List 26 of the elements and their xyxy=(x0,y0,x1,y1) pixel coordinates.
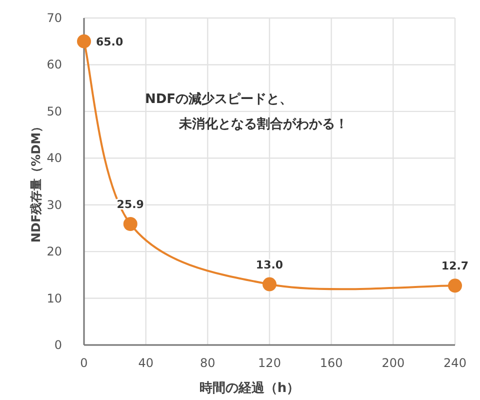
annotation: 未消化となる割合がわかる！ xyxy=(178,116,348,132)
point xyxy=(123,217,138,232)
annotation: NDFの減少スピードと、 xyxy=(145,92,293,107)
y-tick-label: 20 xyxy=(46,244,62,259)
y-tick-label: 70 xyxy=(46,11,62,25)
x-tick-label: 40 xyxy=(138,356,154,370)
point xyxy=(77,34,91,48)
x-tick-label: 240 xyxy=(444,356,466,370)
data-label: 12.7 xyxy=(441,260,469,273)
x-tick-label: 120 xyxy=(258,356,281,370)
x-axis-title: 時間の経過（h） xyxy=(199,381,300,396)
y-tick-label: 50 xyxy=(46,104,62,118)
y-tick-label: 30 xyxy=(46,198,62,212)
x-tick-label: 0 xyxy=(80,356,88,370)
data-label: 65.0 xyxy=(96,35,124,48)
x-tick-label: 160 xyxy=(320,356,343,370)
point xyxy=(262,277,276,292)
x-tick-label: 80 xyxy=(200,356,216,370)
y-tick-label: 10 xyxy=(46,291,62,306)
y-tick-label: 0 xyxy=(54,338,62,352)
y-axis-title: NDF残存量（%DM） xyxy=(29,120,43,243)
y-tick-label: 60 xyxy=(46,58,62,72)
x-tick-label: 200 xyxy=(382,356,405,370)
y-tick-label: 40 xyxy=(46,151,62,166)
point xyxy=(448,278,462,293)
data-label: 13.0 xyxy=(256,258,284,272)
